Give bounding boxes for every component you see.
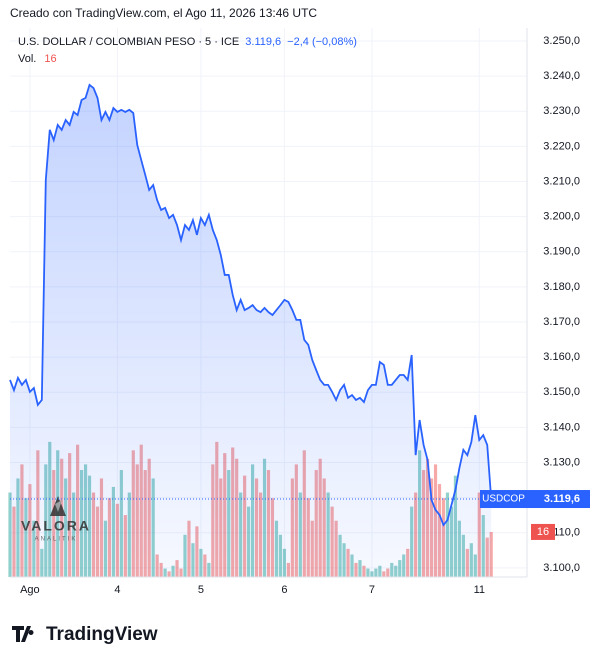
symbol-title: U.S. DOLLAR / COLOMBIAN PESO · 5 · ICE — [18, 36, 239, 48]
footer-logo: TradingView — [12, 624, 158, 645]
price-line — [9, 83, 493, 527]
y-tick-label: 3.210,0 — [543, 175, 580, 187]
x-tick-label: 11 — [474, 584, 485, 596]
y-tick-label: 3.130,0 — [543, 456, 580, 468]
price-badge — [527, 490, 590, 509]
watermark-tagline: ANALITIK — [35, 537, 78, 543]
watermark-icon — [55, 500, 62, 512]
y-tick-label: 3.190,0 — [543, 246, 580, 258]
x-tick-label: 5 — [198, 584, 204, 596]
volume-legend: Vol. 16 — [18, 53, 57, 65]
x-tick-label: 7 — [369, 584, 375, 596]
y-tick-label: 3.220,0 — [543, 140, 580, 152]
y-tick-label: 3.150,0 — [543, 386, 580, 398]
y-tick-label: 3.250,0 — [543, 35, 580, 47]
plot-layer — [9, 83, 493, 578]
symbol-badge — [480, 490, 527, 509]
last-price: 3.119,6 — [245, 36, 281, 48]
volume-title: Vol. — [18, 53, 36, 65]
y-tick-label: 3.230,0 — [543, 105, 580, 117]
watermark-name: VALORA — [21, 518, 91, 534]
volume-last: 16 — [44, 53, 56, 65]
y-tick-label: 3.200,0 — [543, 211, 580, 223]
watermark: VALORA ANALITIK — [21, 496, 91, 543]
symbol-badge-label: USDCOP — [482, 494, 525, 505]
credit: Creado con TradingView.com, el Ago 11, 2… — [10, 6, 317, 20]
price-change: −2,4 (−0,08%) — [287, 36, 357, 48]
price-badge-label: 3.119,6 — [544, 493, 580, 505]
x-tick-label: 4 — [114, 584, 120, 596]
x-tick-label: Ago — [20, 584, 40, 596]
footer-brand: TradingView — [46, 624, 158, 645]
volume-badge — [531, 523, 555, 540]
y-tick-label: 3.140,0 — [543, 421, 580, 433]
price-area — [10, 84, 492, 578]
legend: U.S. DOLLAR / COLOMBIAN PESO · 5 · ICE 3.… — [18, 36, 357, 48]
y-tick-label: 3.100,0 — [543, 562, 580, 574]
volume-badge-label: 16 — [537, 526, 549, 538]
x-tick-label: 6 — [281, 584, 287, 596]
y-tick-label: 3.160,0 — [543, 351, 580, 363]
y-tick-label: 3.180,0 — [543, 281, 580, 293]
y-tick-label: 3.170,0 — [543, 316, 580, 328]
logo-icon — [12, 626, 34, 642]
y-tick-label: 3.240,0 — [543, 70, 580, 82]
